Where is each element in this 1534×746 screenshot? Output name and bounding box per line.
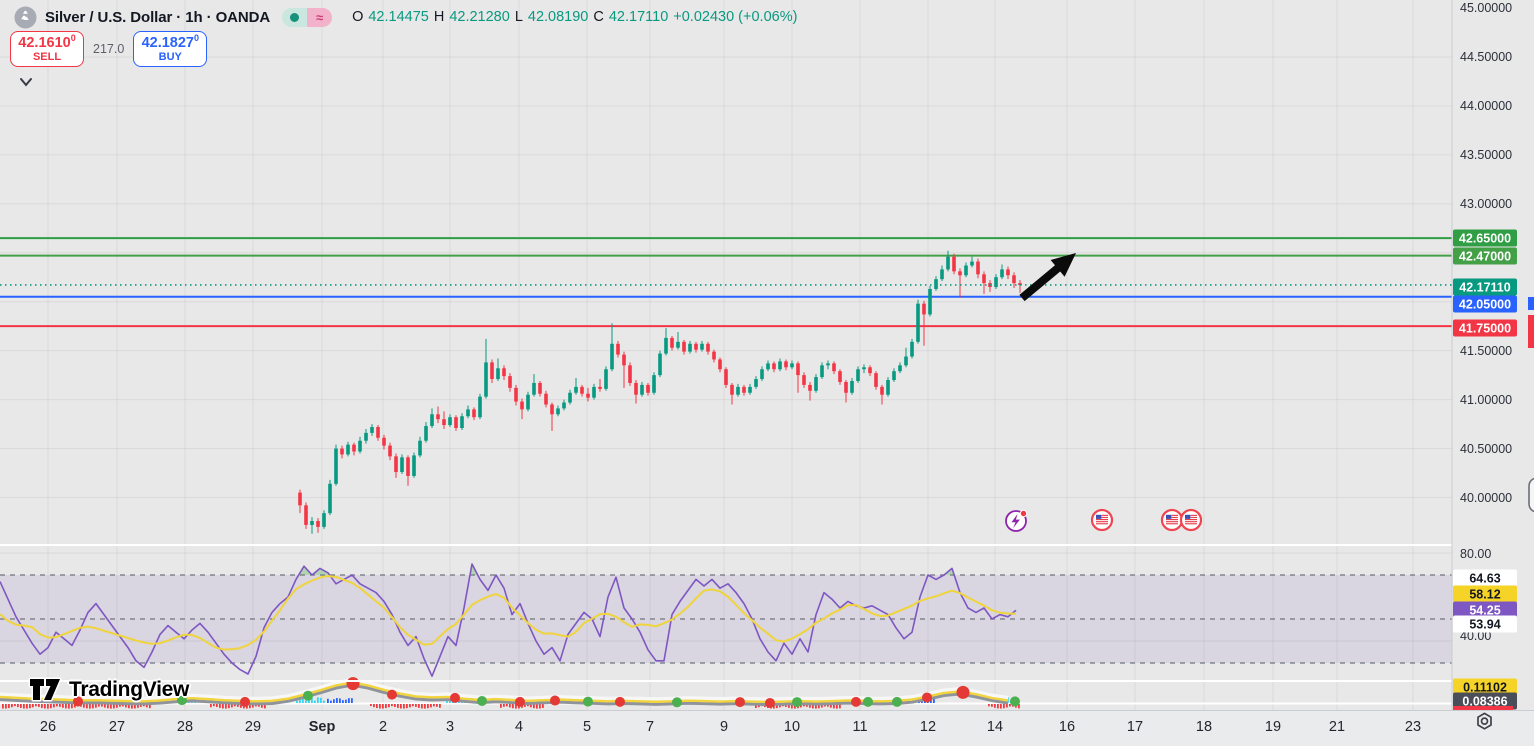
price-tick-label: 80.00 <box>1460 547 1492 561</box>
open-label: O <box>352 9 364 25</box>
price-level-chip: 53.94 <box>1453 615 1517 633</box>
buy-button[interactable]: 42.18270 BUY <box>133 31 208 67</box>
time-tick-label: 21 <box>1328 719 1346 735</box>
high-label: H <box>433 9 445 25</box>
time-tick-label: 7 <box>645 719 655 735</box>
price-level-chip: 42.47000 <box>1453 247 1517 265</box>
price-tick-label: 40.00 <box>1460 629 1492 643</box>
chevron-down-icon[interactable] <box>18 76 34 88</box>
trend-arrow-annotation[interactable] <box>1019 253 1076 302</box>
tradingview-logo[interactable]: TradingView <box>28 676 189 703</box>
close-value: 42.17110 <box>608 9 669 25</box>
high-value: 42.21280 <box>449 9 510 25</box>
price-level-chip: 0.11102 <box>1453 678 1517 696</box>
symbol-title[interactable]: Silver / U.S. Dollar · 1h · OANDA <box>45 8 271 26</box>
timezone-settings-icon[interactable] <box>1471 709 1498 736</box>
time-tick-label: 2 <box>378 719 388 735</box>
ohlc-row: O 42.14475 H 42.21280 L 42.08190 C 42.17… <box>352 9 797 25</box>
silver-coin-icon <box>14 6 37 28</box>
price-tick-label: 41.00000 <box>1460 393 1513 407</box>
buy-price-sup: 0 <box>193 33 199 44</box>
time-tick-label: 23 <box>1404 719 1422 735</box>
time-tick-label: 10 <box>783 719 801 735</box>
change-value: +0.02430 (+0.06%) <box>673 9 798 25</box>
time-tick-label: 26 <box>39 719 57 735</box>
time-tick-label: 28 <box>176 719 194 735</box>
economic-event-lightning-icon[interactable] <box>1005 509 1028 532</box>
time-tick-label: 27 <box>108 719 126 735</box>
us-economic-event-icon[interactable] <box>1090 508 1114 532</box>
time-tick-label: 3 <box>445 719 455 735</box>
price-tick-label: 44.00000 <box>1460 99 1513 113</box>
time-tick-label: 12 <box>919 719 937 735</box>
us-economic-event-icon[interactable] <box>1179 508 1203 532</box>
grid-lines <box>0 0 1452 710</box>
bottom-indicator-pane <box>0 677 1452 709</box>
time-tick-label: 19 <box>1264 719 1282 735</box>
price-level-chip: 41.75000 <box>1453 319 1517 337</box>
price-level-chip: 42.05000 <box>1453 295 1517 313</box>
market-open-icon <box>282 7 308 27</box>
price-tick-label: 43.00000 <box>1460 197 1513 211</box>
indicator-underline-bar <box>1453 706 1513 711</box>
price-axis[interactable]: 45.00000 44.50000 44.00000 43.50000 43.00000… <box>1452 0 1534 711</box>
price-tick-label: 40.50000 <box>1460 442 1513 456</box>
time-tick-label: 18 <box>1195 719 1213 735</box>
time-tick-label: 4 <box>514 719 524 735</box>
buy-price: 42.1827 <box>141 35 194 52</box>
price-level-chip: 54.25 <box>1453 601 1517 619</box>
price-tick-label: 44.50000 <box>1460 50 1513 64</box>
time-tick-label: 17 <box>1126 719 1144 735</box>
price-tick-label: 43.50000 <box>1460 148 1513 162</box>
sell-label: SELL <box>32 51 62 64</box>
price-level-chip: 42.17110 <box>1453 278 1517 296</box>
tradingview-glyph-icon <box>28 677 62 702</box>
buy-label: BUY <box>158 51 182 64</box>
rsi-pane <box>0 552 1452 678</box>
event-icons[interactable] <box>1005 508 1203 532</box>
open-value: 42.14475 <box>368 9 429 25</box>
time-axis[interactable]: 26 27 28 29 Sep 2 3 4 5 7 9 10 11 12 14 16 17 18 19 21 23 <box>0 710 1534 746</box>
right-edge-artifacts <box>1528 297 1534 513</box>
price-level-chip: 64.63 <box>1453 569 1517 587</box>
sell-price-sup: 0 <box>70 33 76 44</box>
symbol-header: Silver / U.S. Dollar · 1h · OANDA ≈ O 42… <box>14 3 797 31</box>
time-tick-label: 29 <box>244 719 262 735</box>
candles-series <box>298 250 1022 534</box>
market-status-pill[interactable]: ≈ <box>282 7 333 27</box>
price-level-chip: 58.12 <box>1453 585 1517 603</box>
price-level-lines <box>0 237 1452 328</box>
price-level-chip: 42.65000 <box>1453 229 1517 247</box>
price-tick-label: 40.00000 <box>1460 491 1513 505</box>
sell-price: 42.1610 <box>18 35 71 52</box>
time-tick-label: 16 <box>1058 719 1076 735</box>
time-tick-label: Sep <box>308 719 336 735</box>
spread-value: 217.0 <box>93 42 125 56</box>
low-label: L <box>514 9 523 25</box>
sell-button[interactable]: 42.16100 SELL <box>10 31 84 67</box>
time-tick-label: 9 <box>719 719 729 735</box>
us-economic-event-icon[interactable] <box>1160 508 1184 532</box>
time-tick-label: 11 <box>852 719 868 735</box>
price-level-chip: 0.08386 <box>1453 692 1517 710</box>
pane-separators <box>0 0 1453 710</box>
price-tick-label: 45.00000 <box>1460 1 1513 15</box>
time-tick-label: 14 <box>986 719 1004 735</box>
price-tick-label: 41.50000 <box>1460 344 1513 358</box>
low-value: 42.08190 <box>527 9 589 25</box>
tradingview-wordmark: TradingView <box>69 677 190 701</box>
trade-panel: 42.16100 SELL 217.0 42.18270 BUY <box>10 31 208 67</box>
time-tick-label: 5 <box>582 719 592 735</box>
close-label: C <box>593 9 604 25</box>
data-sync-icon: ≈ <box>307 7 333 27</box>
